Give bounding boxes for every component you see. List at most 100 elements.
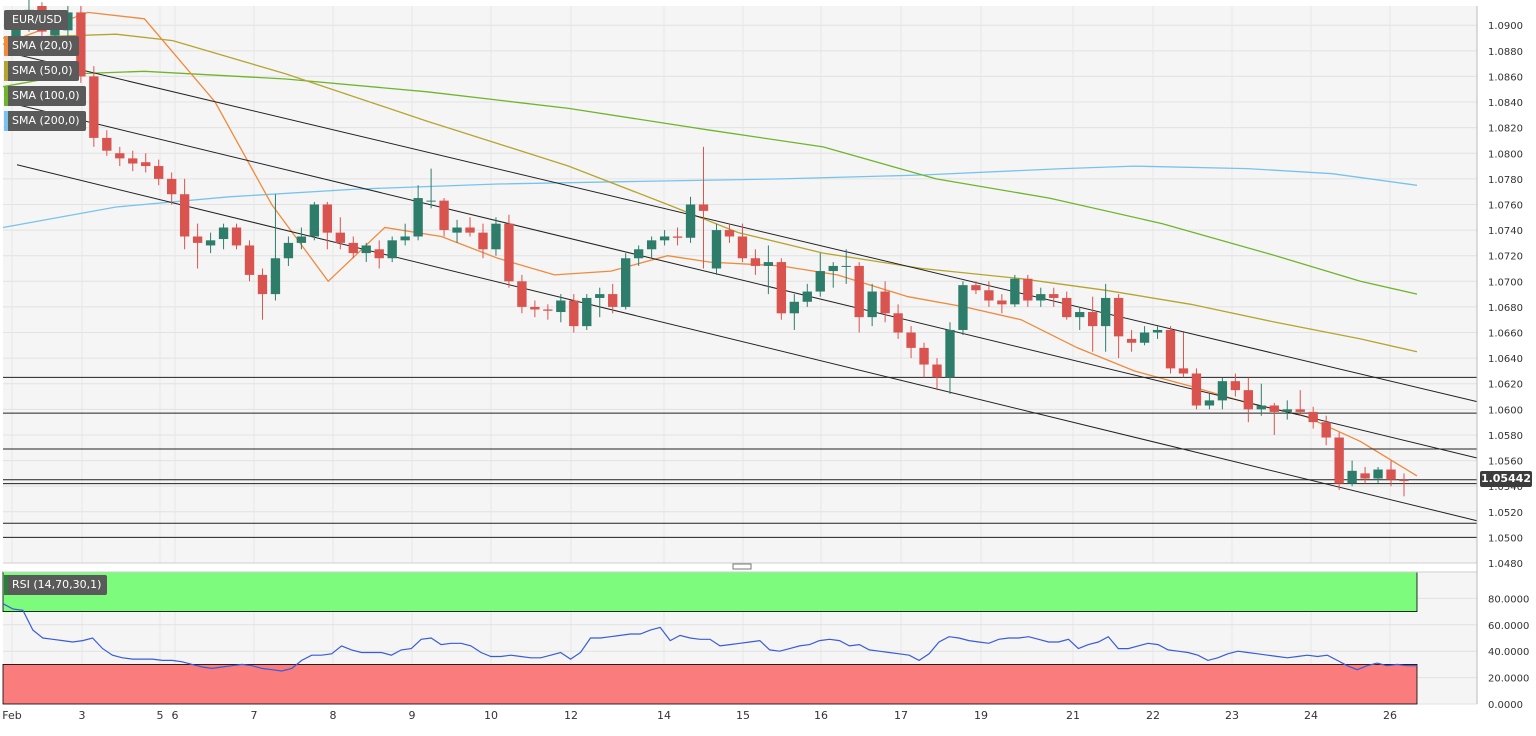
sma100-line bbox=[2, 70, 1418, 295]
candle-bearish bbox=[750, 258, 761, 266]
candle-bearish bbox=[919, 347, 929, 365]
candle-bearish bbox=[504, 223, 514, 282]
candle-bearish bbox=[724, 230, 735, 237]
candle-bullish bbox=[400, 236, 410, 241]
candle-bullish bbox=[1100, 297, 1111, 327]
candle-bullish bbox=[1347, 470, 1357, 484]
sma50-line bbox=[2, 33, 1418, 353]
candle-bearish bbox=[374, 249, 384, 259]
candle-bearish bbox=[128, 158, 138, 164]
candle-bearish bbox=[439, 200, 449, 231]
price-tick-label: 1.0760 bbox=[1488, 200, 1523, 211]
candle-bearish bbox=[1243, 390, 1254, 410]
candle-bearish bbox=[1295, 409, 1305, 412]
channel-line bbox=[16, 54, 1478, 403]
candle-bullish bbox=[413, 198, 423, 237]
price-tick-label: 1.0680 bbox=[1488, 303, 1523, 314]
candle-bearish bbox=[1126, 338, 1137, 343]
price-tick-label: 1.0580 bbox=[1488, 431, 1523, 442]
x-tick-label: 15 bbox=[736, 709, 750, 722]
candle-bearish bbox=[1321, 422, 1331, 438]
candle-bearish bbox=[1230, 381, 1241, 391]
price-tick-label: 1.0520 bbox=[1488, 508, 1523, 519]
sma200-line bbox=[2, 165, 1418, 229]
candle-bearish bbox=[776, 262, 787, 314]
candle-bearish bbox=[543, 309, 553, 311]
candle-bearish bbox=[166, 178, 177, 195]
x-tick-label: 23 bbox=[1225, 709, 1239, 722]
price-tick-label: 1.0540 bbox=[1488, 482, 1523, 493]
candle-bullish bbox=[945, 329, 955, 378]
candle-bearish bbox=[997, 300, 1007, 305]
sma200-legend[interactable]: SMA (200,0) bbox=[4, 111, 86, 131]
candle-bearish bbox=[257, 274, 268, 295]
candle-bearish bbox=[971, 285, 981, 291]
candle-bullish bbox=[1282, 409, 1292, 412]
price-tick-label: 1.0740 bbox=[1488, 226, 1523, 237]
rsi-legend[interactable]: RSI (14,70,30,1) bbox=[4, 575, 108, 595]
candle-bullish bbox=[361, 245, 371, 254]
candle-bearish bbox=[1269, 405, 1279, 412]
price-tick-label: 1.0500 bbox=[1488, 533, 1523, 544]
candle-bullish bbox=[452, 227, 462, 233]
candle-bearish bbox=[737, 236, 748, 259]
price-tick-label: 1.0640 bbox=[1488, 354, 1523, 365]
sma100-legend[interactable]: SMA (100,0) bbox=[4, 86, 86, 106]
candle-bullish bbox=[1152, 329, 1163, 333]
candle-bullish bbox=[50, 27, 60, 36]
candle-bullish bbox=[491, 223, 501, 250]
price-tick-label: 1.0560 bbox=[1488, 457, 1523, 468]
candle-bullish bbox=[1036, 294, 1046, 301]
rsi-tick-label: 0.0000 bbox=[1488, 700, 1523, 711]
candle-bearish bbox=[1178, 368, 1189, 374]
candle-bearish bbox=[322, 204, 332, 233]
x-tick-label: 26 bbox=[1383, 709, 1397, 722]
sma100-swatch bbox=[4, 86, 8, 106]
sma50-legend[interactable]: SMA (50,0) bbox=[4, 61, 79, 81]
sma50-label: SMA (50,0) bbox=[12, 64, 73, 77]
candle-bearish bbox=[1023, 278, 1033, 301]
sma200-label: SMA (200,0) bbox=[12, 114, 80, 127]
candle-bearish bbox=[530, 306, 540, 310]
candle-bearish bbox=[1113, 297, 1124, 337]
candle-bullish bbox=[309, 204, 320, 237]
candle-bearish bbox=[517, 281, 527, 307]
rsi-overbought-zone bbox=[2, 571, 1418, 612]
price-tick-label: 1.0900 bbox=[1488, 21, 1523, 32]
candle-bearish bbox=[932, 364, 942, 378]
candle-bearish bbox=[1088, 312, 1098, 327]
price-tick-label: 1.0820 bbox=[1488, 124, 1523, 135]
sma20-swatch bbox=[4, 36, 8, 56]
candle-bearish bbox=[89, 76, 99, 138]
candle-bullish bbox=[815, 271, 825, 292]
candle-bearish bbox=[348, 242, 358, 254]
x-tick-label: 21 bbox=[1066, 709, 1080, 722]
candle-bullish bbox=[1373, 469, 1383, 479]
candle-bullish bbox=[1204, 400, 1215, 406]
candle-bullish bbox=[867, 291, 877, 318]
candle-bearish bbox=[179, 194, 190, 237]
pane-resize-handle[interactable] bbox=[732, 563, 752, 570]
price-tick-label: 1.0720 bbox=[1488, 252, 1523, 263]
candle-bearish bbox=[478, 232, 488, 250]
price-tick-label: 1.0800 bbox=[1488, 149, 1523, 160]
candle-bearish bbox=[244, 245, 255, 275]
symbol-label[interactable]: EUR/USD bbox=[4, 10, 68, 30]
price-tick-label: 1.0840 bbox=[1488, 98, 1523, 109]
candle-bearish bbox=[672, 236, 683, 238]
candle-bearish bbox=[893, 313, 903, 333]
sma20-legend[interactable]: SMA (20,0) bbox=[4, 36, 79, 56]
candle-bearish bbox=[984, 290, 994, 301]
candle-bearish bbox=[1062, 297, 1072, 318]
candle-bullish bbox=[802, 291, 812, 302]
candle-bearish bbox=[1334, 437, 1344, 484]
candle-bearish bbox=[76, 12, 86, 77]
price-tick-label: 1.0880 bbox=[1488, 47, 1523, 58]
candle-bearish bbox=[880, 291, 890, 314]
candle-bullish bbox=[685, 204, 696, 238]
candle-bearish bbox=[102, 137, 112, 151]
candle-bullish bbox=[659, 236, 670, 241]
candle-bullish bbox=[1217, 381, 1228, 401]
candle-bearish bbox=[465, 227, 475, 233]
